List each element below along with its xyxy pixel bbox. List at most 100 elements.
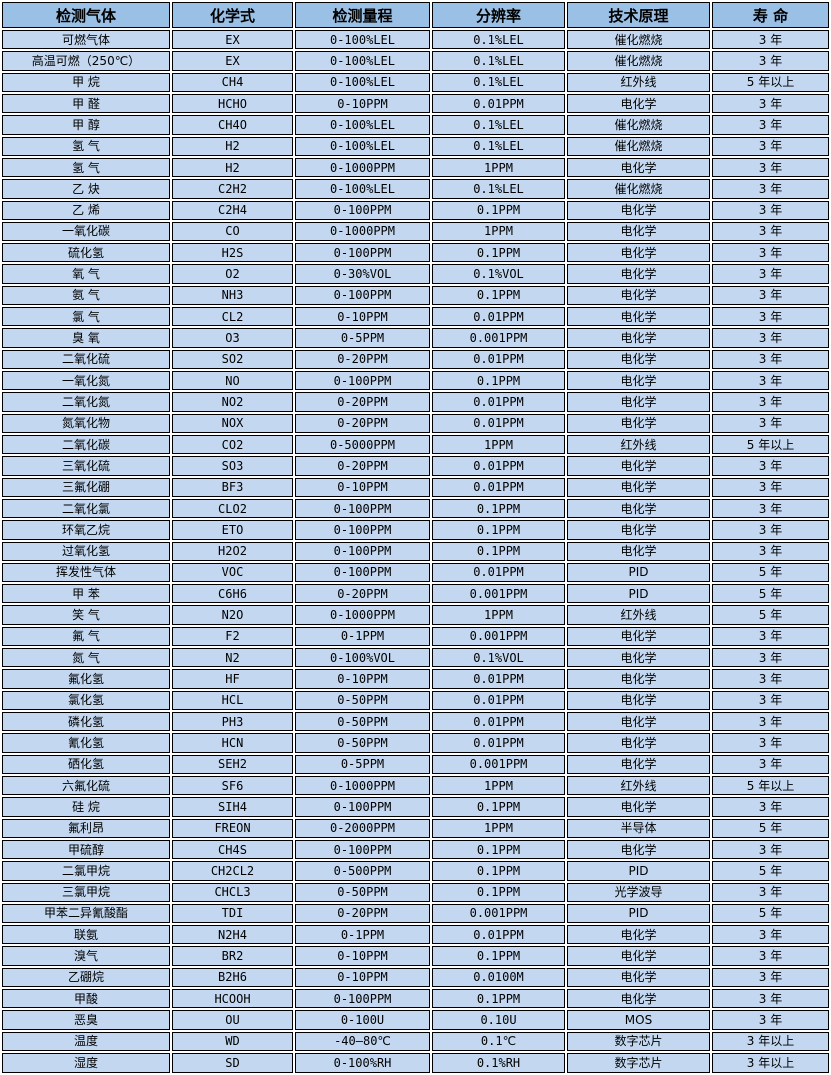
cell-principle: 催化燃烧 xyxy=(567,51,710,71)
column-header-cell-resolution: 分辨率 xyxy=(432,2,565,28)
cell-gas-name: 过氧化氢 xyxy=(2,541,170,561)
cell-range: 0-100PPM xyxy=(295,839,430,860)
table-row: 氢 气 H2 0-1000PPM 1PPM 电化学 3 年 xyxy=(2,157,829,178)
cell-gas-name: 甲 醛 xyxy=(2,93,170,114)
cell-principle: 数字芯片 xyxy=(567,1031,710,1051)
table-row: 挥发性气体 VOC 0-100PPM 0.01PPM PID 5 年 xyxy=(2,562,829,583)
cell-gas-name: 甲硫醇 xyxy=(2,839,170,860)
cell-lifespan: 3 年 xyxy=(712,157,829,178)
cell-range: 0-10PPM xyxy=(295,946,430,966)
cell-resolution: 0.1%VOL xyxy=(432,264,565,284)
cell-range: 0-20PPM xyxy=(295,903,430,924)
cell-resolution: 0.1PPM xyxy=(432,520,565,540)
cell-resolution: 0.01PPM xyxy=(432,413,565,433)
cell-resolution: 0.1℃ xyxy=(432,1031,565,1051)
cell-principle: PID xyxy=(567,562,710,583)
cell-gas-name: 磷化氢 xyxy=(2,712,170,732)
cell-principle: 电化学 xyxy=(567,349,710,369)
cell-lifespan: 5 年 xyxy=(712,584,829,604)
cell-resolution: 0.1PPM xyxy=(432,946,565,966)
cell-lifespan: 3 年 xyxy=(712,882,829,902)
cell-lifespan: 3 年 xyxy=(712,712,829,732)
cell-principle: 电化学 xyxy=(567,456,710,476)
table-row: 湿度 SD 0-100%RH 0.1%RH 数字芯片 3 年以上 xyxy=(2,1053,829,1073)
cell-principle: 电化学 xyxy=(567,157,710,178)
cell-gas-name: 三氟化硼 xyxy=(2,477,170,497)
cell-gas-name: 联氨 xyxy=(2,925,170,945)
cell-resolution: 0.1PPM xyxy=(432,989,565,1009)
cell-lifespan: 3 年 xyxy=(712,179,829,199)
cell-gas-name: 氢 气 xyxy=(2,157,170,178)
cell-range: 0-1000PPM xyxy=(295,157,430,178)
table-row: 联氨 N2H4 0-1PPM 0.01PPM 电化学 3 年 xyxy=(2,925,829,945)
column-header-cell-formula: 化学式 xyxy=(172,2,293,28)
cell-principle: PID xyxy=(567,861,710,881)
cell-gas-name: 甲苯二异氰酸酯 xyxy=(2,903,170,924)
cell-range: -40—80℃ xyxy=(295,1031,430,1051)
cell-gas-name: 氟化氢 xyxy=(2,669,170,689)
cell-lifespan: 5 年以上 xyxy=(712,775,829,796)
cell-lifespan: 3 年 xyxy=(712,413,829,433)
cell-resolution: 0.1%LEL xyxy=(432,30,565,50)
cell-formula: O2 xyxy=(172,264,293,284)
cell-formula: FREON xyxy=(172,818,293,838)
column-header-cell-principle: 技术原理 xyxy=(567,2,710,28)
cell-resolution: 0.1PPM xyxy=(432,839,565,860)
cell-range: 0-100%LEL xyxy=(295,72,430,92)
cell-resolution: 0.01PPM xyxy=(432,456,565,476)
cell-lifespan: 5 年以上 xyxy=(712,72,829,92)
table-row: 硅 烷 SIH4 0-100PPM 0.1PPM 电化学 3 年 xyxy=(2,797,829,817)
table-row: 笑 气 N2O 0-1000PPM 1PPM 红外线 5 年 xyxy=(2,605,829,625)
cell-range: 0-100PPM xyxy=(295,285,430,306)
table-row: 二氧化氯 CLO2 0-100PPM 0.1PPM 电化学 3 年 xyxy=(2,498,829,519)
cell-lifespan: 3 年 xyxy=(712,93,829,114)
cell-lifespan: 3 年 xyxy=(712,989,829,1009)
cell-lifespan: 3 年 xyxy=(712,498,829,519)
cell-resolution: 0.1%LEL xyxy=(432,51,565,71)
header-row: 检测气体 化学式 检测量程 分辨率 技术原理寿 命 xyxy=(2,2,829,28)
cell-lifespan: 3 年 xyxy=(712,946,829,966)
table-row: 臭 氧 O3 0-5PPM 0.001PPM 电化学 3 年 xyxy=(2,328,829,348)
cell-principle: 电化学 xyxy=(567,669,710,689)
cell-resolution: 0.01PPM xyxy=(432,712,565,732)
cell-lifespan: 5 年 xyxy=(712,605,829,625)
cell-formula: H2O2 xyxy=(172,541,293,561)
table-row: 甲 苯 C6H6 0-20PPM 0.001PPM PID 5 年 xyxy=(2,584,829,604)
cell-formula: NH3 xyxy=(172,285,293,306)
table-row: 氧 气 O2 0-30%VOL 0.1%VOL 电化学 3 年 xyxy=(2,264,829,284)
cell-range: 0-100PPM xyxy=(295,797,430,817)
cell-resolution: 0.0100M xyxy=(432,967,565,988)
cell-range: 0-100%LEL xyxy=(295,179,430,199)
cell-principle: 电化学 xyxy=(567,754,710,774)
cell-range: 0-100PPM xyxy=(295,200,430,220)
cell-formula: HCOOH xyxy=(172,989,293,1009)
cell-principle: 电化学 xyxy=(567,285,710,306)
cell-principle: 电化学 xyxy=(567,413,710,433)
cell-gas-name: 二氧化氮 xyxy=(2,392,170,412)
cell-formula: CH2CL2 xyxy=(172,861,293,881)
cell-formula: CHCL3 xyxy=(172,882,293,902)
cell-resolution: 0.1%LEL xyxy=(432,115,565,135)
cell-formula: VOC xyxy=(172,562,293,583)
table-row: 可燃气体 EX 0-100%LEL 0.1%LEL 催化燃烧 3 年 xyxy=(2,30,829,50)
cell-gas-name: 氯化氢 xyxy=(2,690,170,710)
cell-principle: 电化学 xyxy=(567,797,710,817)
cell-gas-name: 乙硼烷 xyxy=(2,967,170,988)
cell-lifespan: 3 年 xyxy=(712,967,829,988)
cell-principle: 电化学 xyxy=(567,477,710,497)
cell-lifespan: 3 年 xyxy=(712,285,829,306)
cell-principle: 电化学 xyxy=(567,541,710,561)
cell-principle: 电化学 xyxy=(567,498,710,519)
cell-range: 0-100%LEL xyxy=(295,51,430,71)
table-row: 温度 WD -40—80℃ 0.1℃ 数字芯片 3 年以上 xyxy=(2,1031,829,1051)
cell-principle: 电化学 xyxy=(567,967,710,988)
cell-resolution: 1PPM xyxy=(432,775,565,796)
cell-gas-name: 环氧乙烷 xyxy=(2,520,170,540)
table-row: 氯化氢 HCL 0-50PPM 0.01PPM 电化学 3 年 xyxy=(2,690,829,710)
cell-gas-name: 乙 炔 xyxy=(2,179,170,199)
cell-resolution: 1PPM xyxy=(432,157,565,178)
cell-gas-name: 高温可燃（250℃） xyxy=(2,51,170,71)
cell-principle: 电化学 xyxy=(567,520,710,540)
column-header-cell-gas-name: 检测气体 xyxy=(2,2,170,28)
cell-range: 0-1000PPM xyxy=(295,221,430,242)
